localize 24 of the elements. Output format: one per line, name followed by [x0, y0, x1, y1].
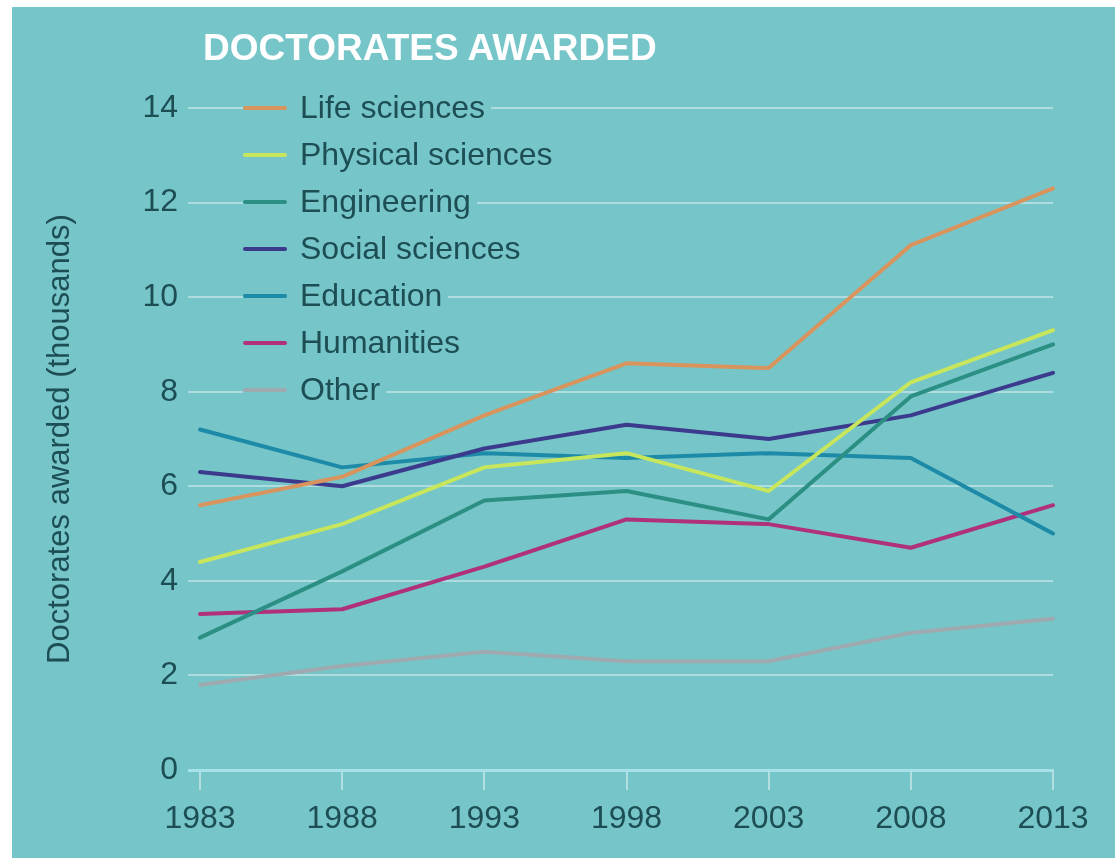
x-tick-label: 1983	[164, 799, 236, 836]
y-axis-title: Doctorates awarded (thousands)	[41, 214, 77, 664]
x-tick-label: 2003	[733, 799, 805, 836]
x-tick-label: 1988	[306, 799, 378, 836]
x-tick-label: 2013	[1017, 799, 1089, 836]
legend-label: Life sciences	[300, 89, 485, 126]
y-tick-label: 10	[142, 276, 178, 313]
legend-label: Social sciences	[300, 230, 521, 267]
chart-title: DOCTORATES AWARDED	[203, 27, 657, 68]
y-tick-label: 0	[160, 749, 178, 786]
legend-label: Physical sciences	[300, 136, 553, 173]
y-tick-label: 14	[142, 87, 178, 124]
y-tick-label: 8	[160, 371, 178, 408]
y-tick-label: 2	[160, 655, 178, 692]
y-tick-label: 4	[160, 560, 178, 597]
y-tick-label: 12	[142, 182, 178, 219]
legend-label: Other	[300, 371, 381, 408]
legend-label: Education	[300, 277, 443, 314]
legend-label: Engineering	[300, 183, 471, 220]
x-tick-label: 1993	[448, 799, 520, 836]
y-tick-label: 6	[160, 466, 178, 503]
x-tick-label: 2008	[875, 799, 947, 836]
legend-label: Humanities	[300, 324, 461, 361]
x-tick-label: 1998	[590, 799, 663, 836]
